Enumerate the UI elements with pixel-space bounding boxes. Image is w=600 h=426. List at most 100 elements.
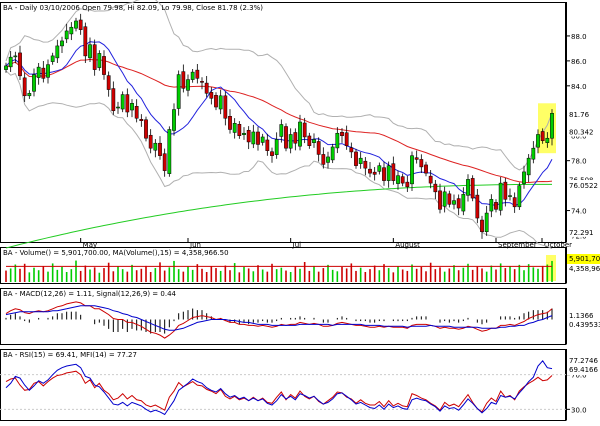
candle-body <box>232 122 237 133</box>
candle-body <box>228 116 232 130</box>
candle-body <box>218 95 223 110</box>
candle-body <box>396 175 400 184</box>
month-label: October <box>544 241 572 249</box>
candle-body <box>531 147 536 160</box>
candle-body <box>139 119 144 122</box>
candle-body <box>92 44 97 70</box>
candle-body <box>162 153 167 171</box>
candle-body <box>8 56 13 68</box>
price-value-label: 80.342 <box>569 128 594 136</box>
volume-value-label: 4,358,966 <box>569 265 600 273</box>
candle-body <box>307 135 312 146</box>
candle-body <box>466 179 470 196</box>
candle-body <box>363 160 368 169</box>
candle-body <box>456 198 461 209</box>
candle-body <box>433 183 438 193</box>
candle-body <box>428 175 433 184</box>
candle-body <box>209 92 214 99</box>
candle-body <box>97 53 102 68</box>
macd-value-label: 0.439533 <box>569 321 600 329</box>
month-label: Jun <box>189 241 201 249</box>
candle-body <box>78 19 83 30</box>
candle-body <box>130 103 134 111</box>
panel-frame-macd <box>0 288 566 345</box>
candle-body <box>540 131 545 141</box>
candle-body <box>190 71 195 80</box>
candle-body <box>176 74 181 109</box>
rsi-legend: BA - RSI(15) = 69.41, MFI(14) = 77.27 <box>3 351 137 359</box>
candle-body <box>316 141 321 155</box>
candle-body <box>340 131 344 136</box>
candle-body <box>46 64 50 78</box>
candle-body <box>386 165 391 181</box>
candle-body <box>274 139 279 155</box>
candle-body <box>419 159 424 168</box>
candle-body <box>106 75 111 90</box>
candle-body <box>256 131 260 145</box>
candle-body <box>410 155 414 185</box>
candle-body <box>326 156 330 163</box>
rsi-value-box <box>567 356 600 366</box>
price-value-box <box>567 126 600 137</box>
ma-blue-line <box>5 41 553 206</box>
candle-body <box>32 74 36 92</box>
candle-body <box>88 44 92 59</box>
volume-highlight-box <box>546 255 556 281</box>
candle-body <box>475 194 480 219</box>
candle-body <box>102 56 106 75</box>
candle-body <box>302 122 307 138</box>
candle-body <box>293 132 298 144</box>
candle-body <box>50 55 55 62</box>
candle-body <box>461 194 466 212</box>
rsi-value-label: 69.4166 <box>569 366 598 374</box>
candle-body <box>237 123 242 136</box>
price-value-label: 72.291 <box>569 229 594 237</box>
candle-body <box>36 66 41 78</box>
candle-body <box>144 119 148 139</box>
candle-body <box>508 195 512 197</box>
lower-band-line <box>5 70 553 250</box>
candle-body <box>414 157 419 160</box>
candle-body <box>344 132 349 146</box>
candle-body <box>260 136 265 143</box>
candle-body <box>503 181 508 200</box>
rsi-series-line <box>5 359 553 416</box>
rsi-value-box <box>567 365 600 375</box>
candle-body <box>22 77 27 97</box>
candle-body <box>284 126 288 149</box>
macd-value-box <box>567 311 600 321</box>
month-label: August <box>395 241 420 249</box>
candle-body <box>83 26 88 57</box>
candle-body <box>442 191 447 207</box>
price-value-label: 76.0522 <box>569 182 598 190</box>
candle-body <box>517 185 522 208</box>
candle-body <box>186 79 190 91</box>
upper-band-line <box>5 0 553 171</box>
candle-body <box>69 26 74 35</box>
candle-body <box>246 129 251 143</box>
candle-body <box>251 131 256 145</box>
volume-value-box <box>567 264 600 274</box>
ma-red-line <box>5 58 553 184</box>
candle-body <box>550 113 554 139</box>
rsi-ytick-label: 70.0 <box>571 372 587 380</box>
volume-value-label: 5,901,700 <box>569 255 600 263</box>
candle-body <box>242 132 246 135</box>
candle-body <box>111 88 116 112</box>
candle-body <box>447 193 452 205</box>
candle-body <box>536 134 540 148</box>
candle-body <box>181 71 186 89</box>
volume-legend: BA - Volume() = 5,901,700.00, MA(Volume(… <box>3 249 229 257</box>
price-ytick-label: 80.0 <box>571 133 587 141</box>
candle-body <box>265 139 270 151</box>
price-ytick-label: 74.0 <box>571 208 587 216</box>
candle-body <box>526 157 531 176</box>
price-value-box <box>567 179 600 190</box>
candle-body <box>279 124 284 137</box>
price-ytick-label: 84.0 <box>571 83 587 91</box>
price-ytick-label: 86.0 <box>571 58 587 66</box>
rsi-value-label: 77.2746 <box>569 357 598 365</box>
candle-body <box>64 30 69 40</box>
candle-body <box>172 109 176 131</box>
